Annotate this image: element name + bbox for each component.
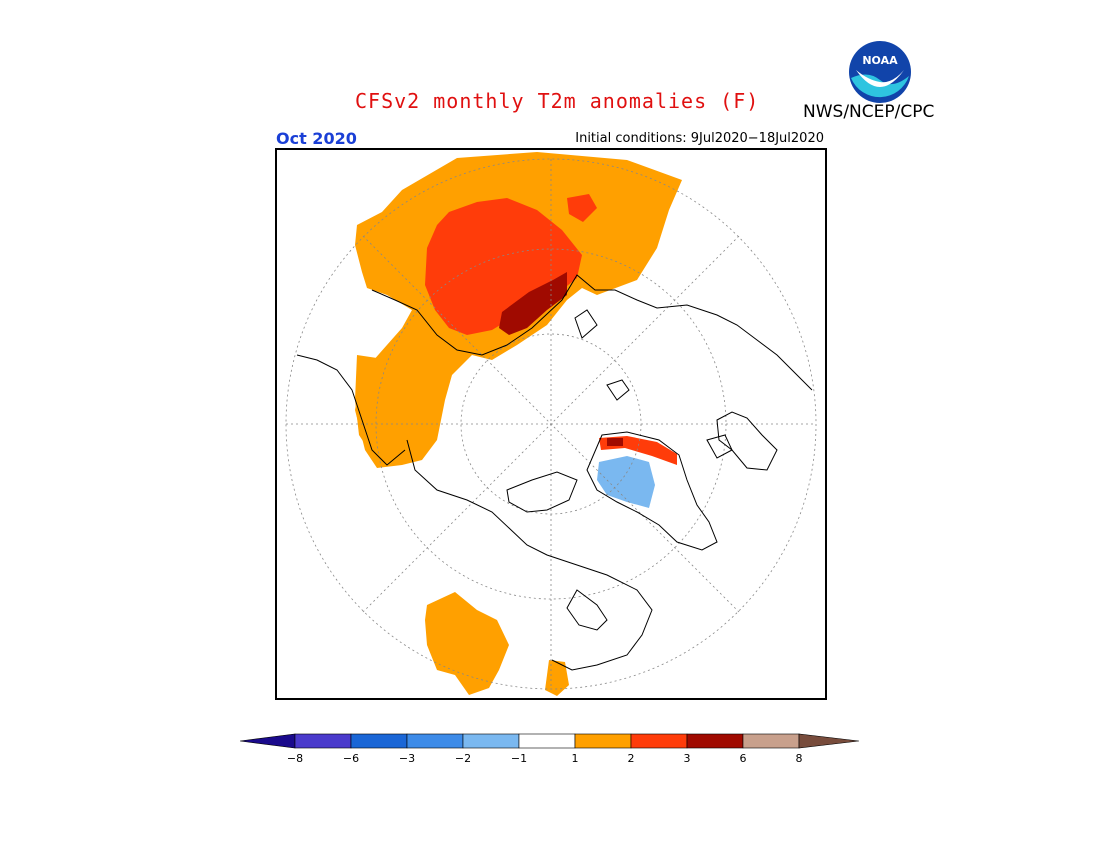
colorbar-labels: −8 −6 −3 −2 −1 1 2 3 6 8 bbox=[287, 752, 803, 765]
colorbar-swatch bbox=[630, 733, 688, 749]
colorbar-tick-label: 2 bbox=[628, 752, 635, 765]
coastline-greenland bbox=[586, 431, 718, 551]
anomaly-region-east-siberia-spot bbox=[567, 194, 597, 222]
colorbar-boxes bbox=[240, 733, 860, 749]
colorbar-tick-label: 3 bbox=[684, 752, 691, 765]
colorbar-tick-label: 6 bbox=[740, 752, 747, 765]
colorbar-tick-label: −3 bbox=[399, 752, 415, 765]
colorbar-swatch bbox=[462, 733, 520, 749]
logo-bird bbox=[856, 70, 904, 87]
colorbar-swatch bbox=[240, 733, 296, 749]
coastline-north-america bbox=[406, 439, 653, 671]
anomaly-region-east-siberia-core bbox=[425, 198, 582, 335]
meridian-diagonal-b bbox=[362, 235, 740, 613]
colorbar-tick-label: −8 bbox=[287, 752, 303, 765]
colorbar-swatch bbox=[518, 733, 576, 749]
anomaly-region-laptev-coast bbox=[499, 272, 567, 335]
anomaly-region-southwest-us bbox=[425, 592, 509, 695]
anomaly-region-greenland-interior bbox=[597, 456, 655, 508]
coastline-novaya-zemlya bbox=[574, 309, 598, 339]
coastline-alaska bbox=[296, 354, 406, 466]
colorbar-tick-label: −1 bbox=[511, 752, 527, 765]
coastline-canadian-archipelago bbox=[506, 471, 578, 513]
colorbar-swatch bbox=[742, 733, 800, 749]
agency-label: NWS/NCEP/CPC bbox=[803, 102, 935, 122]
colorbar-swatch bbox=[406, 733, 464, 749]
coastline-iceland bbox=[706, 434, 733, 459]
coastline-eurasia bbox=[371, 274, 813, 391]
anomaly-region-greenland-north-core bbox=[607, 438, 623, 446]
logo-text: NOAA bbox=[862, 54, 898, 67]
coastline-scandinavia bbox=[716, 411, 778, 471]
colorbar: −8 −6 −3 −2 −1 1 2 3 6 8 bbox=[240, 733, 860, 765]
colorbar-swatch bbox=[686, 733, 744, 749]
valid-month: Oct 2020 bbox=[276, 129, 357, 148]
colorbar-swatch bbox=[350, 733, 408, 749]
colorbar-tick-label: −6 bbox=[343, 752, 359, 765]
polar-map bbox=[275, 148, 827, 700]
colorbar-swatch bbox=[574, 733, 632, 749]
graticule-outer-circle bbox=[285, 158, 817, 690]
initial-conditions: Initial conditions: 9Jul2020−18Jul2020 bbox=[575, 131, 824, 146]
colorbar-tick-label: 1 bbox=[572, 752, 579, 765]
colorbar-tick-label: 8 bbox=[796, 752, 803, 765]
colorbar-tick-label: −2 bbox=[455, 752, 471, 765]
noaa-logo: NOAA bbox=[849, 41, 911, 103]
coastline-hudson-bay bbox=[566, 589, 608, 631]
colorbar-swatch bbox=[798, 733, 860, 749]
coastlines bbox=[296, 274, 813, 671]
map-canvas bbox=[285, 152, 817, 696]
coastline-svalbard bbox=[606, 379, 630, 401]
chart-title: CFSv2 monthly T2m anomalies (F) bbox=[355, 89, 760, 113]
graticule bbox=[285, 158, 817, 690]
colorbar-swatch bbox=[294, 733, 352, 749]
anomaly-region-florida bbox=[545, 660, 569, 696]
